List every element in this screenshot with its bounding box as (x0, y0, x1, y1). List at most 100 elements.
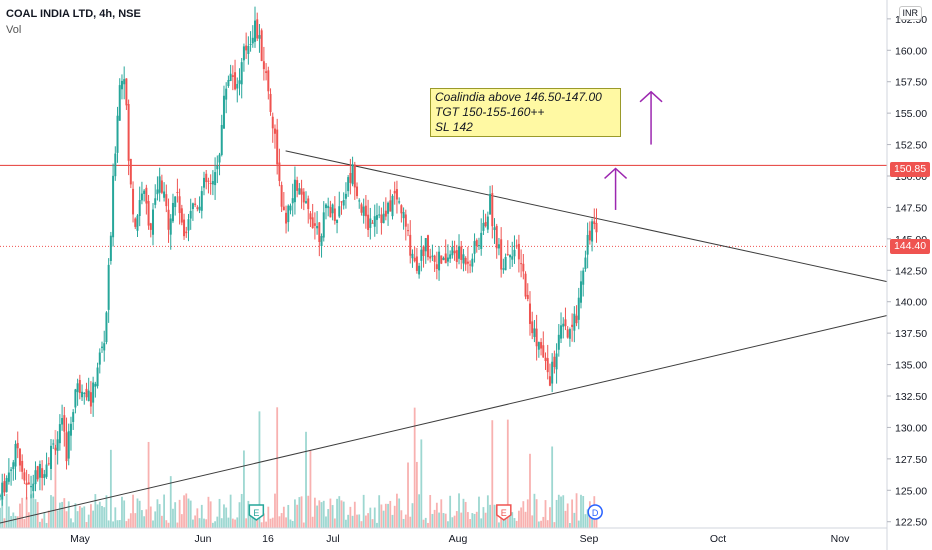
y-tick-label: 137.50 (895, 328, 927, 340)
candle (469, 260, 472, 274)
volume-bar (553, 522, 556, 528)
event-marker-dividend[interactable]: D (587, 504, 603, 520)
volume-bar (557, 494, 560, 528)
currency-badge[interactable]: INR (898, 6, 922, 20)
candle (125, 78, 128, 111)
candle-body (353, 164, 356, 188)
volume-bar (81, 507, 83, 528)
candle (540, 338, 543, 356)
candle-body (458, 246, 461, 259)
volume-bar (134, 513, 137, 528)
candle-body (309, 213, 312, 220)
candle-body (216, 165, 219, 170)
volume-bar (300, 496, 303, 528)
volume-bar (580, 494, 582, 528)
candle-body (183, 219, 186, 237)
candle-body (63, 415, 66, 432)
candle-body (56, 439, 59, 451)
volume-bar (402, 518, 405, 528)
candle (165, 184, 168, 213)
volume-bar (109, 449, 112, 528)
candle (227, 75, 230, 88)
volume-bar (196, 508, 199, 528)
volume-bar (25, 497, 28, 528)
event-marker-earnings[interactable]: E (496, 504, 512, 521)
candle (344, 182, 347, 209)
volume-bar (96, 504, 99, 528)
candle-body (551, 361, 554, 384)
candle-body (588, 230, 591, 241)
volume-bar (107, 520, 110, 528)
x-tick-label: Oct (710, 533, 726, 545)
candle-body (322, 212, 325, 238)
candle-body (160, 180, 163, 193)
candle-body (258, 35, 261, 39)
candle (322, 201, 325, 242)
candle-body (311, 217, 314, 229)
candle-body (125, 78, 128, 106)
candle-body (433, 255, 436, 262)
candle-body (222, 95, 225, 129)
candle-body (52, 443, 55, 445)
candle (114, 146, 117, 181)
volume-bar (16, 516, 19, 528)
candle-body (109, 235, 112, 261)
candle (72, 409, 75, 430)
candle-body (500, 239, 503, 270)
candle (466, 246, 469, 274)
candle-body (207, 180, 210, 182)
candle (497, 237, 500, 256)
candle (269, 88, 272, 116)
volume-bar (447, 521, 449, 528)
volume-bar (591, 510, 593, 528)
volume-bar (132, 494, 134, 528)
candle-body (158, 176, 161, 193)
volume-bar (218, 498, 221, 528)
candle-body (513, 249, 516, 257)
candle-body (493, 227, 496, 231)
event-marker-earnings-past[interactable]: E (248, 504, 265, 521)
candle (187, 213, 190, 242)
trendline-upper (285, 150, 888, 283)
volume-bar (531, 515, 534, 528)
candle (185, 226, 188, 238)
candle-body (546, 358, 549, 373)
candle (81, 384, 84, 401)
volume-bar (238, 502, 241, 528)
candle-body (98, 352, 101, 365)
candle (362, 198, 365, 224)
volume-bar (240, 493, 243, 528)
candle-body (449, 254, 452, 259)
candle (522, 253, 525, 280)
volume-bar (0, 507, 1, 528)
candle (36, 465, 39, 482)
candle-body (85, 388, 88, 398)
volume-bar (438, 512, 440, 528)
volume-bar (274, 493, 276, 528)
candle-body (473, 241, 476, 254)
volume-bar (584, 514, 587, 528)
candle-body (369, 218, 372, 228)
candle (58, 414, 61, 451)
volume-bar (205, 519, 208, 528)
volume-bar (19, 503, 21, 528)
candle-body (349, 172, 352, 183)
candle (160, 174, 163, 195)
candle-body (424, 238, 427, 252)
candle (271, 112, 274, 143)
candle-body (469, 264, 472, 266)
candle-body (362, 206, 365, 216)
candle-body (342, 200, 345, 206)
candle-body (1, 482, 4, 500)
candle (196, 205, 199, 212)
candle-body (32, 483, 35, 492)
candle (551, 353, 554, 393)
candle (278, 148, 281, 187)
volume-bar (376, 522, 378, 528)
trade-note[interactable]: Coalindia above 146.50-147.00 TGT 150-15… (430, 88, 621, 137)
candle (14, 440, 17, 480)
y-tick-label: 127.50 (895, 454, 927, 466)
candle-body (320, 236, 323, 246)
volume-bar (74, 503, 77, 528)
